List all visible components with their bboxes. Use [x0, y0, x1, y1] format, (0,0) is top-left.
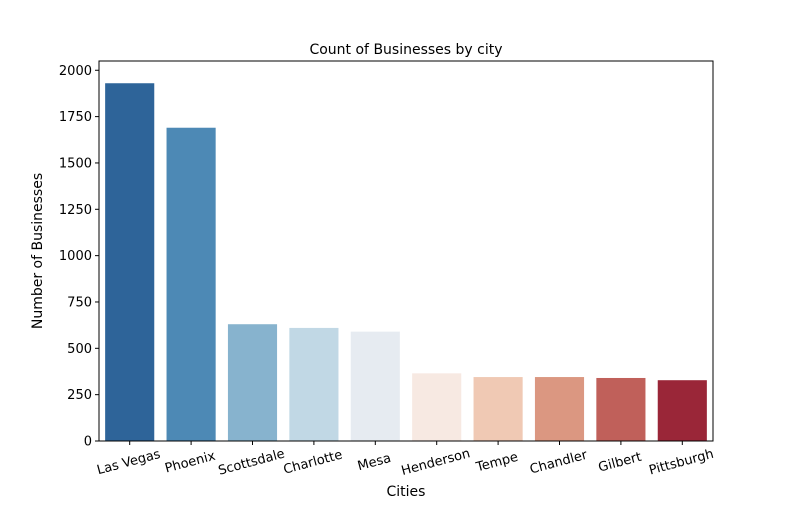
y-tick-label: 2000 [59, 64, 92, 79]
bar-gilbert [596, 377, 646, 441]
bar-pittsburgh [657, 380, 707, 441]
x-tick-label: Mesa [356, 451, 393, 474]
x-tick-label: Phoenix [163, 449, 217, 477]
x-tick-label: Gilbert [597, 450, 643, 476]
bar-las-vegas [105, 83, 155, 442]
x-tick-label: Las Vegas [95, 447, 162, 478]
bar-scottsdale [227, 324, 278, 441]
bar-tempe [473, 377, 523, 441]
y-tick-label: 1000 [59, 249, 92, 264]
bar-phoenix [166, 127, 216, 442]
y-tick-label: 1750 [59, 110, 92, 125]
bars-group [105, 83, 707, 442]
x-tick-label: Scottsdale [217, 447, 287, 479]
y-axis-label: Number of Businesses [30, 173, 46, 329]
bar-henderson [412, 373, 462, 441]
y-tick-label: 500 [67, 342, 92, 357]
y-axis: 0 250 500 750 1000 1250 1500 1750 2000 [59, 64, 99, 450]
x-axis-label: Cities [387, 484, 426, 500]
x-tick-label: Tempe [474, 450, 520, 476]
x-tick-label: Pittsburgh [647, 447, 715, 479]
chart-title: Count of Businesses by city [309, 42, 502, 58]
y-tick-label: 750 [67, 295, 92, 310]
y-tick-label: 1500 [59, 156, 92, 171]
x-tick-label: Henderson [400, 446, 472, 479]
y-tick-label: 0 [84, 435, 92, 450]
x-tick-label: Charlotte [282, 448, 344, 478]
plot-frame [98, 60, 714, 442]
bar-chandler [534, 377, 585, 441]
y-tick-label: 1250 [59, 203, 92, 218]
x-tick-label: Chandler [528, 448, 589, 478]
y-tick-label: 250 [67, 388, 92, 403]
bar-charlotte [289, 327, 339, 441]
bar-mesa [350, 331, 400, 441]
